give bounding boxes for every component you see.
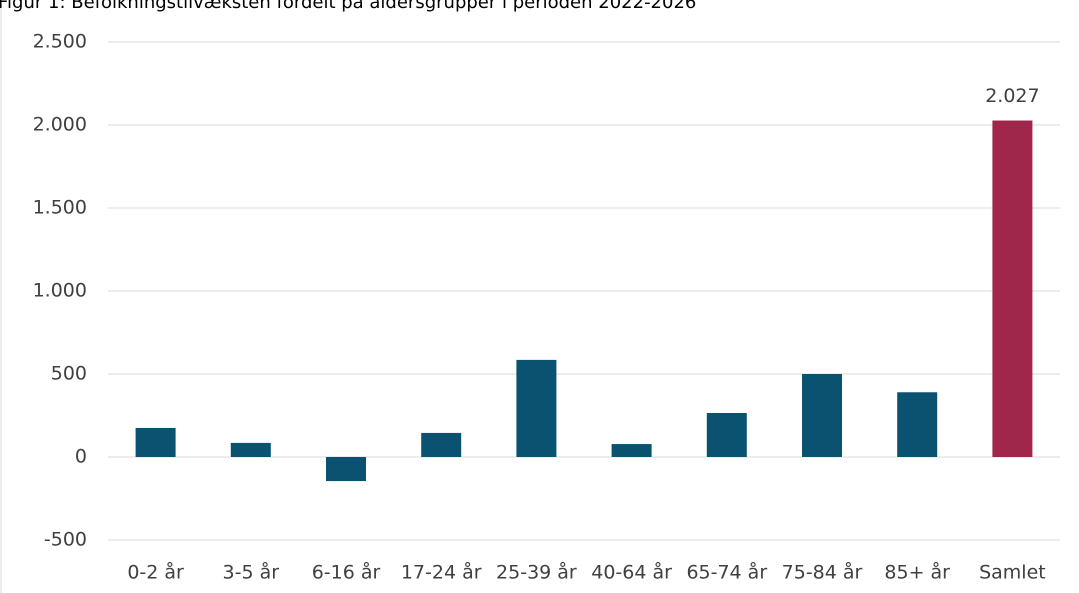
bar [516,359,557,457]
y-tick-label: 2.000 [33,114,87,136]
bar [421,432,462,457]
x-tick-label: 3-5 år [223,561,280,584]
bar [897,392,938,457]
y-tick-label: -500 [44,529,87,551]
bar [992,120,1033,457]
x-tick-label: 0-2 år [127,561,184,584]
bar [706,413,747,457]
bar [802,374,842,457]
y-tick-label: 0 [75,446,87,468]
y-tick-label: 1.000 [33,280,87,302]
x-tick-label: 65-74 år [686,561,767,584]
x-tick-label: 40-64 år [591,561,672,584]
bar [230,442,271,457]
y-tick-label: 500 [51,363,87,385]
y-tick-label: 1.500 [33,197,87,219]
x-tick-label: 75-84 år [782,561,863,584]
y-tick-label: 2.500 [33,31,87,53]
x-tick-label: 6-16 år [312,561,381,584]
bar [611,444,652,457]
bar [326,457,366,482]
x-tick-label: 17-24 år [401,561,482,584]
chart-title: Figur 1: Befolkningstilvæksten fordelt p… [0,0,696,13]
x-tick-label: Samlet [979,562,1046,584]
x-tick-label: 85+ år [884,561,950,584]
x-tick-label: 25-39 år [496,561,577,584]
bar [135,427,176,457]
data-label: 2.027 [985,85,1039,107]
